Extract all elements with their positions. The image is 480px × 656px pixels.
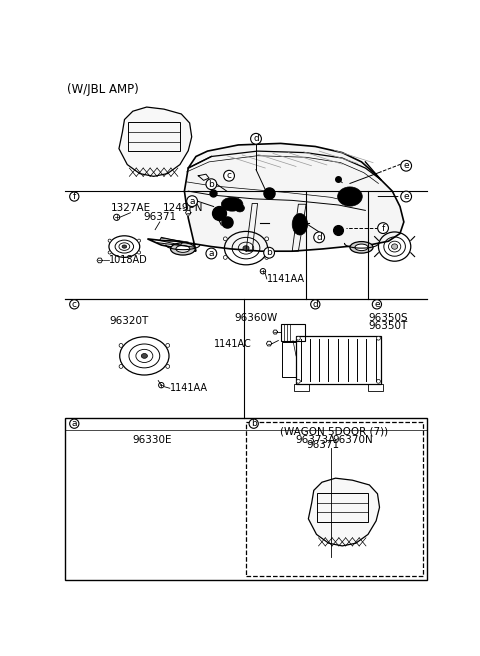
Text: b: b bbox=[266, 248, 272, 257]
Text: d: d bbox=[253, 134, 259, 143]
Text: d: d bbox=[312, 300, 318, 309]
Text: 96371: 96371 bbox=[306, 440, 339, 450]
Circle shape bbox=[158, 382, 164, 388]
Polygon shape bbox=[186, 211, 191, 215]
Text: a: a bbox=[72, 419, 77, 428]
Circle shape bbox=[297, 379, 300, 383]
Text: b: b bbox=[208, 180, 214, 189]
Circle shape bbox=[376, 337, 380, 340]
Text: 1141AA: 1141AA bbox=[267, 274, 305, 284]
Bar bbox=[294, 384, 309, 392]
Text: 96350S: 96350S bbox=[369, 313, 408, 323]
Ellipse shape bbox=[122, 245, 127, 248]
Ellipse shape bbox=[170, 243, 195, 255]
Ellipse shape bbox=[235, 204, 244, 212]
Circle shape bbox=[166, 344, 169, 347]
Text: d: d bbox=[316, 233, 322, 242]
Ellipse shape bbox=[176, 245, 190, 253]
Circle shape bbox=[224, 171, 234, 181]
Text: e: e bbox=[374, 300, 380, 309]
Text: (WAGON 5DOOR (7)): (WAGON 5DOOR (7)) bbox=[280, 426, 389, 436]
Bar bbox=[368, 384, 383, 392]
Circle shape bbox=[70, 300, 79, 309]
Circle shape bbox=[137, 239, 141, 242]
Text: f: f bbox=[72, 192, 76, 201]
Text: e: e bbox=[403, 161, 409, 170]
Polygon shape bbox=[147, 144, 404, 251]
Text: a: a bbox=[189, 197, 195, 205]
Ellipse shape bbox=[350, 241, 373, 253]
Circle shape bbox=[223, 255, 227, 259]
Text: 96370N: 96370N bbox=[332, 435, 372, 445]
Circle shape bbox=[137, 251, 141, 254]
Text: 1141AC: 1141AC bbox=[215, 338, 252, 348]
Ellipse shape bbox=[243, 246, 249, 251]
Text: 1141AA: 1141AA bbox=[170, 383, 208, 393]
Text: 1327AE: 1327AE bbox=[110, 203, 151, 213]
Circle shape bbox=[378, 222, 388, 234]
Circle shape bbox=[314, 232, 324, 243]
Bar bbox=[128, 122, 180, 152]
Text: c: c bbox=[227, 171, 231, 180]
Polygon shape bbox=[266, 341, 272, 346]
Ellipse shape bbox=[292, 213, 308, 235]
Text: 96360W: 96360W bbox=[234, 313, 278, 323]
Bar bbox=[317, 493, 368, 522]
Circle shape bbox=[297, 337, 300, 340]
Bar bbox=[281, 323, 305, 340]
Text: (W/JBL AMP): (W/JBL AMP) bbox=[67, 83, 139, 96]
Circle shape bbox=[401, 191, 411, 202]
Circle shape bbox=[119, 344, 123, 347]
Text: a: a bbox=[209, 249, 214, 258]
Ellipse shape bbox=[141, 354, 147, 358]
Circle shape bbox=[70, 192, 79, 201]
Circle shape bbox=[223, 237, 227, 241]
Bar bbox=[246, 422, 423, 576]
Text: b: b bbox=[251, 419, 257, 428]
Circle shape bbox=[108, 251, 111, 254]
Ellipse shape bbox=[355, 244, 368, 251]
Polygon shape bbox=[97, 258, 102, 263]
Circle shape bbox=[70, 419, 79, 428]
Circle shape bbox=[260, 268, 265, 274]
Bar bbox=[65, 419, 427, 580]
Polygon shape bbox=[308, 478, 380, 546]
Text: e: e bbox=[403, 192, 409, 201]
Text: 96320T: 96320T bbox=[109, 316, 148, 325]
Ellipse shape bbox=[337, 187, 362, 206]
Circle shape bbox=[187, 195, 197, 207]
Bar bbox=[296, 336, 381, 384]
Text: 1018AD: 1018AD bbox=[109, 255, 148, 266]
Circle shape bbox=[206, 179, 217, 190]
Circle shape bbox=[372, 300, 382, 309]
Circle shape bbox=[206, 248, 217, 259]
Circle shape bbox=[249, 419, 258, 428]
Circle shape bbox=[265, 255, 269, 259]
Text: 96350T: 96350T bbox=[369, 321, 408, 331]
Circle shape bbox=[166, 365, 169, 369]
Text: 96330E: 96330E bbox=[132, 435, 172, 445]
Circle shape bbox=[251, 133, 262, 144]
Circle shape bbox=[311, 300, 320, 309]
Text: 96371: 96371 bbox=[143, 213, 176, 222]
Circle shape bbox=[119, 365, 123, 369]
Circle shape bbox=[265, 237, 269, 241]
Polygon shape bbox=[273, 330, 277, 334]
Circle shape bbox=[376, 379, 380, 383]
Circle shape bbox=[401, 160, 411, 171]
Ellipse shape bbox=[221, 197, 243, 211]
Text: 96373A: 96373A bbox=[295, 435, 336, 445]
Circle shape bbox=[108, 239, 111, 242]
Ellipse shape bbox=[392, 244, 398, 249]
Bar bbox=[282, 342, 296, 377]
Text: f: f bbox=[382, 224, 384, 233]
Polygon shape bbox=[119, 107, 192, 176]
Text: 1249PN: 1249PN bbox=[163, 203, 203, 213]
Text: c: c bbox=[72, 300, 77, 309]
Circle shape bbox=[264, 247, 275, 258]
Circle shape bbox=[114, 215, 120, 220]
